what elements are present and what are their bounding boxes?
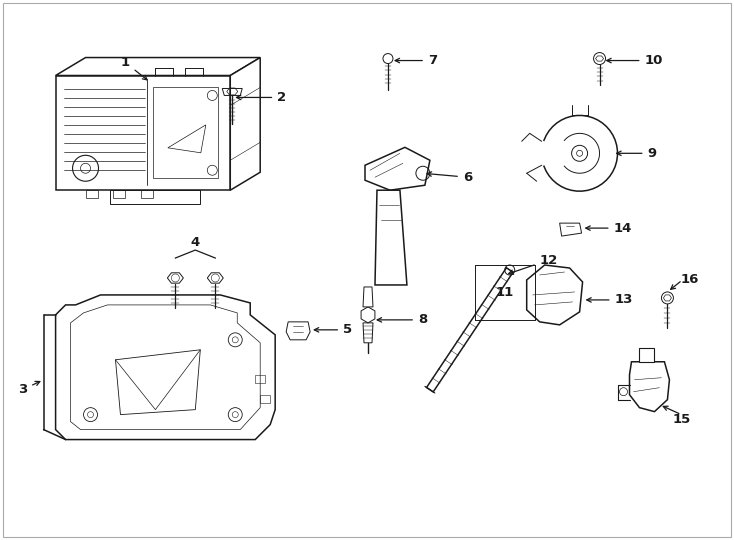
Polygon shape <box>527 265 583 325</box>
Polygon shape <box>365 147 430 190</box>
Text: 7: 7 <box>395 54 437 67</box>
Text: 3: 3 <box>18 381 40 396</box>
Text: 8: 8 <box>377 313 427 326</box>
Polygon shape <box>639 348 655 362</box>
Text: 4: 4 <box>191 235 200 248</box>
Polygon shape <box>56 76 230 190</box>
Polygon shape <box>630 362 669 411</box>
Text: 15: 15 <box>672 413 691 426</box>
Polygon shape <box>286 322 310 340</box>
Text: 2: 2 <box>236 91 286 104</box>
Polygon shape <box>230 58 260 190</box>
Polygon shape <box>363 287 373 307</box>
Polygon shape <box>56 295 275 440</box>
Text: 14: 14 <box>586 221 632 234</box>
Text: 9: 9 <box>617 147 657 160</box>
Text: 13: 13 <box>586 293 633 306</box>
Text: 6: 6 <box>427 171 472 184</box>
Text: 16: 16 <box>680 273 699 287</box>
Polygon shape <box>56 58 260 76</box>
Text: 11: 11 <box>495 286 514 300</box>
Polygon shape <box>375 190 407 285</box>
Text: 5: 5 <box>314 323 352 336</box>
Text: 1: 1 <box>121 56 147 80</box>
Polygon shape <box>559 223 581 236</box>
Text: 12: 12 <box>509 253 558 274</box>
Text: 10: 10 <box>607 54 663 67</box>
